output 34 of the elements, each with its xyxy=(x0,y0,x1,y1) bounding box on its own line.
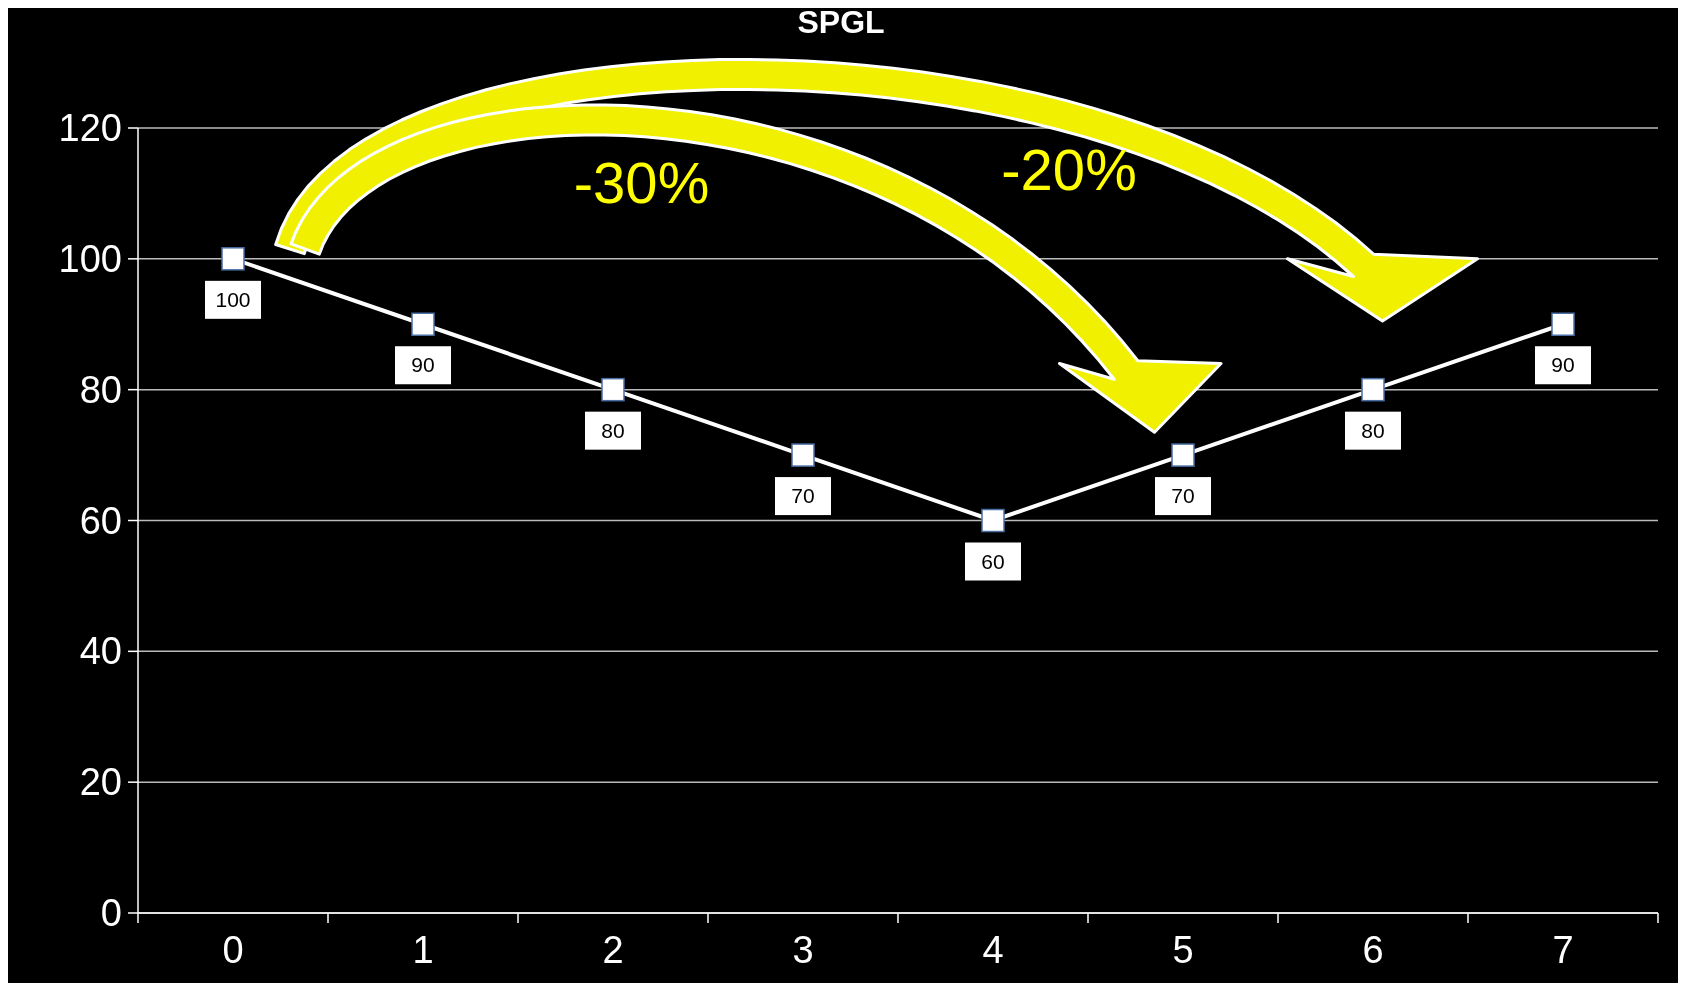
y-tick-label: 0 xyxy=(100,892,122,934)
x-tick-label: 2 xyxy=(602,929,624,971)
data-label: 100 xyxy=(215,287,251,311)
y-tick-label: 80 xyxy=(79,368,122,411)
y-tick-label: 120 xyxy=(58,107,122,149)
point xyxy=(791,443,815,467)
y-tick-label: 60 xyxy=(79,499,122,542)
point xyxy=(1361,377,1385,402)
x-tick-label: 0 xyxy=(222,929,244,971)
annotation: -30% xyxy=(573,150,710,216)
y-tick-label: 40 xyxy=(79,630,122,673)
y-tick-label: 100 xyxy=(58,237,122,280)
y-tick-label: 20 xyxy=(79,761,122,804)
point xyxy=(1551,312,1575,336)
point xyxy=(221,247,245,271)
data-label: 60 xyxy=(981,549,1005,573)
point xyxy=(981,508,1005,533)
x-tick-label: 1 xyxy=(412,929,434,971)
data-label: 90 xyxy=(411,353,435,377)
x-tick-label: 6 xyxy=(1362,929,1384,971)
data-label: 80 xyxy=(1361,418,1385,442)
data-label: 70 xyxy=(791,484,815,508)
data-label: 70 xyxy=(1171,484,1195,508)
data-label: 80 xyxy=(601,418,625,442)
point xyxy=(601,377,625,402)
point xyxy=(1171,443,1195,467)
point xyxy=(411,312,435,336)
x-tick-label: 3 xyxy=(792,929,814,971)
data-label: 90 xyxy=(1551,353,1575,377)
x-tick-label: 7 xyxy=(1552,929,1574,971)
text: SPGL xyxy=(797,4,885,41)
annotation: -20% xyxy=(1001,137,1137,203)
x-tick-label: 4 xyxy=(982,929,1004,971)
x-tick-label: 5 xyxy=(1172,929,1194,971)
